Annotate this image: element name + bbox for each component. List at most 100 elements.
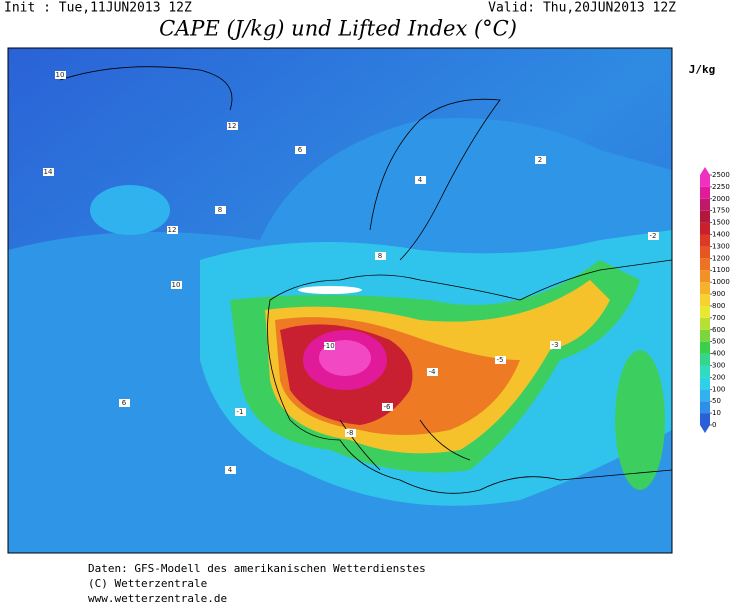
map-frame [7,47,673,554]
colorbar-segment [700,270,710,283]
contour-label: 14 [44,168,53,176]
contour-label-box [382,403,393,411]
colorbar-label: 600 [712,326,725,334]
colorbar-segment [700,186,710,199]
colorbar-segment [700,175,710,187]
contour-label-box [295,146,306,154]
map-area [8,48,672,553]
colorbar-label: 800 [712,302,725,310]
contour-label: 12 [228,122,237,130]
colorbar-label: 1200 [712,254,730,262]
contour-label-box [235,408,246,416]
contour-label: 6 [298,146,303,154]
contour-label: 4 [228,466,233,474]
contour-label-box [119,399,130,407]
contour-label-box [324,342,335,350]
footer: Daten: GFS-Modell des amerikanischen Wet… [88,562,426,603]
colorbar-segment [700,234,710,247]
contour-label-box [171,281,182,289]
colorbar-label: 1100 [712,266,730,274]
contour-label: -4 [429,368,437,376]
contour-label-box [535,156,546,164]
footer-line: Daten: GFS-Modell des amerikanischen Wet… [88,562,426,575]
field-zone [615,350,665,490]
coastlines [59,66,672,494]
footer-line: (C) Wetterzentrale [88,577,207,590]
contour-label: -1 [237,408,244,416]
contour-label: 4 [418,176,423,184]
contour-label: 12 [168,226,177,234]
colorbar-label: 1000 [712,278,730,286]
contour-label: -6 [384,403,392,411]
colorbar-segment [700,413,710,425]
contour-label: 6 [122,399,127,407]
colorbar-segment [700,401,710,414]
colorbar-label: 1400 [712,231,730,239]
colorbar-segment [700,294,710,306]
contour-label-box [375,252,386,260]
colorbar-segment [700,353,710,366]
colorbar-label: 700 [712,314,725,322]
colorbar-segment [700,246,710,259]
contour-label-box [227,122,238,130]
contour-label: -2 [650,232,657,240]
colorbar-label: 1750 [712,207,730,215]
colorbar-label: 2500 [712,171,730,179]
contour-label-box [648,232,659,240]
colorbar-label: 400 [712,350,725,358]
contour-label-box [415,176,426,184]
colorbar-label: 500 [712,338,725,346]
colorbar-segment [700,198,710,211]
colorbar-segment [700,282,710,295]
colorbar-label: 10 [712,409,721,417]
colorbar-segment [700,222,710,235]
colorbar-segment [700,377,710,390]
colorbar-label: 2250 [712,183,730,191]
contour-label: -3 [552,341,559,349]
contour-label: -10 [323,342,334,350]
contour-label-box [225,466,236,474]
contour-label: 10 [56,71,65,79]
footer-line: www.wetterzentrale.de [88,592,227,603]
init-time: Init : Tue,11JUN2013 12Z [4,1,192,16]
contour-label-box [55,71,66,79]
contour-label: -8 [347,429,354,437]
colorbar-segment [700,365,710,378]
colorbar-label: 100 [712,385,725,393]
contour-label: -5 [497,356,504,364]
colorbar-cap [700,167,710,175]
colorbar-segment [700,341,710,354]
contour-label: 8 [378,252,382,260]
colorbar-label: 50 [712,397,721,405]
contour-label-box [495,356,506,364]
colorbar-label: 1500 [712,219,730,227]
contour-label-box [167,226,178,234]
colorbar-label: 0 [712,421,716,429]
colorbar-label: 1300 [712,242,730,250]
valid-time: Valid: Thu,20JUN2013 12Z [488,1,676,16]
contour-label-box [215,206,226,214]
colorbar-segment [700,317,710,330]
colorbar-label: 300 [712,361,725,369]
contour-label: 10 [172,281,181,289]
map-title: CAPE (J/kg) und Lifted Index (°C) [159,17,517,41]
colorbar-unit: J/kg [689,63,716,76]
colorbar-label: 2000 [712,195,730,203]
contour-label-box [427,368,438,376]
colorbar-segment [700,329,710,342]
colorbar-segment [700,389,710,402]
contour-label-box [43,168,54,176]
contour-label: 8 [218,206,222,214]
white-patch [298,286,362,294]
colorbar-label: 200 [712,373,725,381]
colorbar-segment [700,258,710,271]
colorbar-segment [700,210,710,223]
colorbar-cap [700,425,710,433]
contour-label: 2 [538,156,542,164]
colorbar-label: 900 [712,290,725,298]
contour-label-box [345,429,356,437]
field-zone [90,185,170,235]
contour-label-box [550,341,561,349]
colorbar-segment [700,305,710,318]
